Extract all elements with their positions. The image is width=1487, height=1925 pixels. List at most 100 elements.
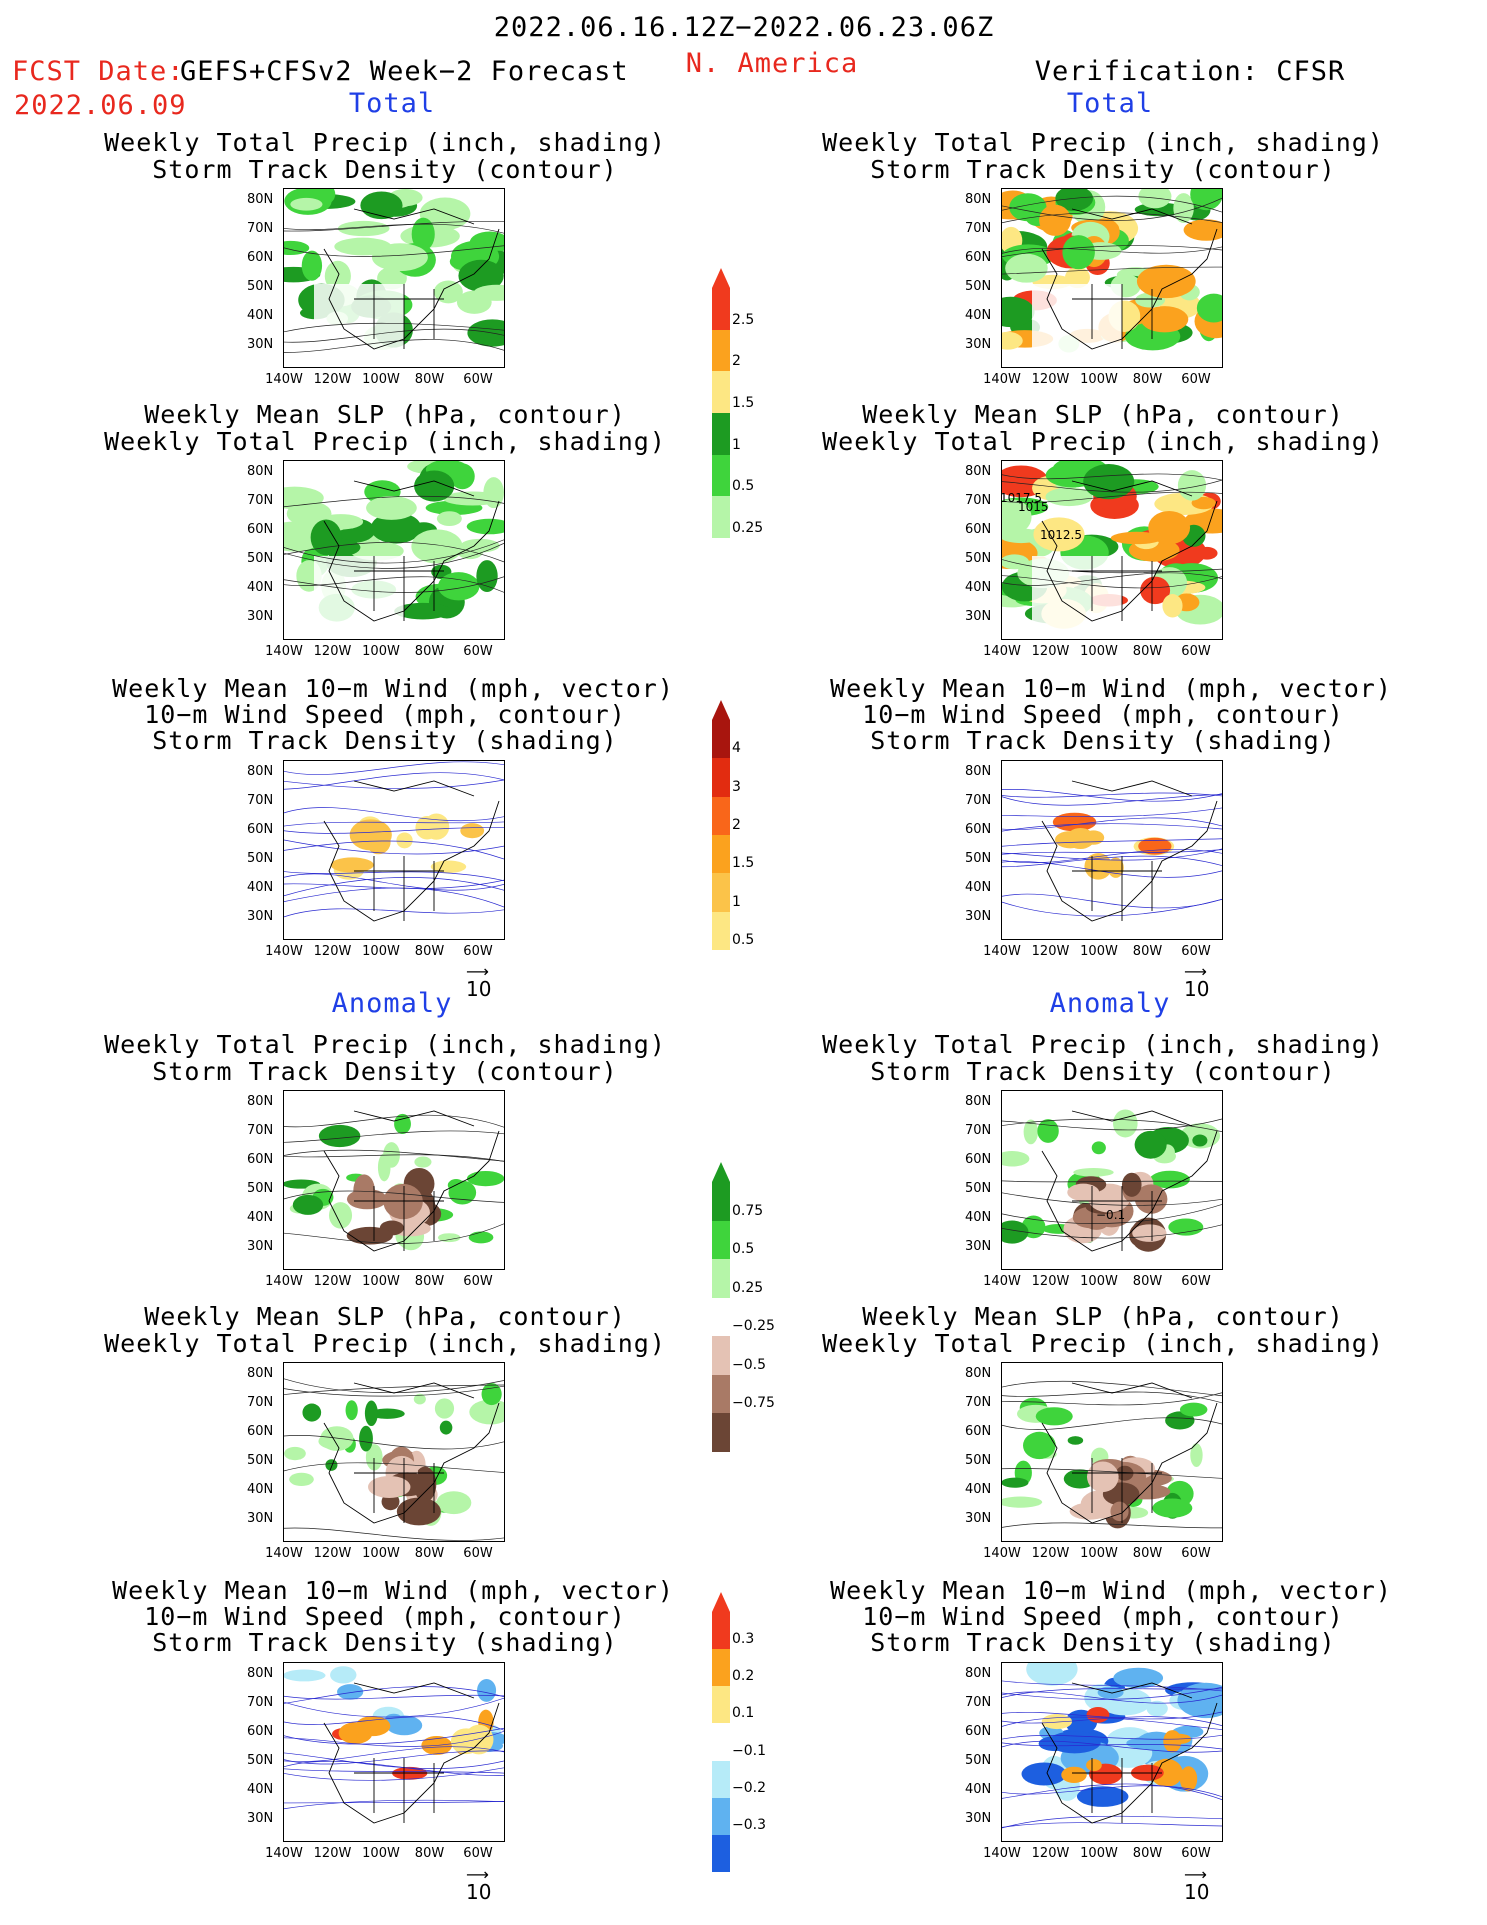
track-anom-pos bbox=[1061, 1766, 1087, 1784]
lat-tick: 70N bbox=[247, 493, 274, 508]
precip-shade bbox=[1002, 554, 1029, 570]
contour-line bbox=[284, 821, 504, 827]
contour-line bbox=[1002, 1688, 1222, 1698]
contour-line bbox=[284, 1385, 504, 1397]
lon-tick: 60W bbox=[463, 1546, 493, 1561]
precip-anom-pos bbox=[1002, 1220, 1029, 1244]
contour-line bbox=[1002, 794, 1222, 806]
colorbar-segment bbox=[712, 758, 730, 797]
verification-label: Verification: CFSR bbox=[1034, 56, 1346, 87]
contour-line bbox=[1002, 1711, 1222, 1720]
lon-tick: 140W bbox=[983, 944, 1021, 959]
lon-tick: 100W bbox=[362, 1546, 400, 1561]
contour-line bbox=[284, 339, 504, 353]
title-r3l-1: Weekly Mean 10−m Wind (mph, vector) bbox=[112, 674, 674, 703]
lat-tick: 80N bbox=[247, 764, 274, 779]
contour-line bbox=[1002, 1392, 1222, 1406]
precip-anom-pos bbox=[1152, 1498, 1193, 1518]
contour-line bbox=[284, 772, 504, 790]
track-shade bbox=[1052, 812, 1097, 832]
contour-line bbox=[1002, 1380, 1222, 1397]
section-total-right: Total bbox=[1066, 88, 1154, 119]
contour-line bbox=[1002, 1192, 1222, 1206]
contour-line bbox=[1002, 1691, 1222, 1704]
precip-shade bbox=[1002, 296, 1035, 328]
colorbar-anom_track bbox=[712, 1592, 730, 1872]
contour-line bbox=[1002, 266, 1222, 275]
precip-shade bbox=[1083, 463, 1135, 500]
precip-anom-neg bbox=[1121, 1172, 1142, 1197]
coastline bbox=[323, 780, 500, 922]
colorbar-label: −0.3 bbox=[732, 1816, 766, 1833]
contour-line bbox=[1002, 1716, 1222, 1726]
colorbar-segment bbox=[712, 371, 730, 413]
contour-line bbox=[284, 1190, 504, 1203]
precip-anom-pos bbox=[481, 1383, 502, 1406]
contour-line bbox=[284, 541, 504, 563]
colorbar-segment bbox=[712, 1760, 730, 1798]
precip-shade bbox=[1173, 193, 1194, 224]
contour-line bbox=[284, 1384, 504, 1395]
lat-tick: 40N bbox=[965, 1482, 992, 1497]
precip-anom-neg bbox=[367, 1475, 411, 1499]
colorbar-segment bbox=[712, 1413, 730, 1452]
lat-tick: 40N bbox=[247, 880, 274, 895]
precip-anom-pos bbox=[1073, 1168, 1114, 1177]
precip-shade bbox=[1002, 331, 1023, 350]
title-r4r-2: Storm Track Density (contour) bbox=[870, 1057, 1336, 1086]
lon-tick: 80W bbox=[1132, 944, 1163, 959]
colorbar-top-arrow bbox=[712, 1162, 730, 1182]
lon-tick: 80W bbox=[414, 1846, 445, 1861]
contour-line bbox=[1002, 823, 1222, 832]
contour-line bbox=[284, 877, 504, 897]
contour-line bbox=[1002, 559, 1222, 574]
lon-tick: 60W bbox=[1181, 1546, 1211, 1561]
contour-line bbox=[1002, 575, 1222, 589]
lat-tick: 50N bbox=[965, 279, 992, 294]
precip-anom-pos bbox=[369, 1408, 405, 1419]
contour-line bbox=[284, 779, 504, 789]
lon-tick: 60W bbox=[463, 1846, 493, 1861]
map-r2l bbox=[283, 460, 505, 640]
lon-tick: 80W bbox=[1132, 1846, 1163, 1861]
precip-anom-pos bbox=[325, 1459, 338, 1471]
precip-shade bbox=[360, 191, 403, 220]
lat-tick: 80N bbox=[247, 1366, 274, 1381]
colorbar-label: 0.25 bbox=[732, 1279, 764, 1296]
colorbar-label: 0.2 bbox=[732, 1668, 755, 1685]
contour-line bbox=[284, 1154, 504, 1162]
contour-line bbox=[284, 839, 504, 855]
map-canvas bbox=[1002, 1380, 1222, 1529]
contour-line bbox=[1002, 860, 1222, 878]
contour-line bbox=[284, 873, 504, 891]
vector-ref-r6r: ⟶ 10 bbox=[1184, 1865, 1210, 1905]
lat-tick: 50N bbox=[965, 1453, 992, 1468]
precip-anom-pos bbox=[1002, 1477, 1029, 1488]
contour-line bbox=[284, 495, 504, 508]
precip-anom-pos bbox=[413, 1393, 426, 1405]
lon-tick: 100W bbox=[362, 644, 400, 659]
coastline bbox=[1041, 1110, 1218, 1252]
precip-anom-neg bbox=[396, 1497, 441, 1526]
precip-shade bbox=[1055, 189, 1094, 211]
lat-tick: 60N bbox=[965, 1424, 992, 1439]
precip-anom-pos bbox=[1190, 1443, 1203, 1468]
colorbar-label: 0.5 bbox=[732, 1241, 755, 1258]
lon-tick: 60W bbox=[463, 644, 493, 659]
colorbar-segment bbox=[712, 835, 730, 874]
precip-shade bbox=[1033, 517, 1085, 552]
precip-anom-pos bbox=[437, 1233, 461, 1243]
contour-line bbox=[1002, 1224, 1222, 1239]
contour-line bbox=[284, 1435, 504, 1450]
period-title: 2022.06.16.12Z−2022.06.23.06Z bbox=[493, 12, 995, 43]
track-shade bbox=[1138, 837, 1172, 855]
contour-line bbox=[284, 1727, 504, 1745]
region-label: N. America bbox=[685, 48, 859, 79]
lat-tick: 70N bbox=[965, 493, 992, 508]
colorbar-label: 4 bbox=[732, 740, 741, 757]
contour-line bbox=[284, 220, 504, 232]
vector-ref-r3l: ⟶ 10 bbox=[466, 962, 492, 1002]
lon-tick: 100W bbox=[1080, 944, 1118, 959]
vector-ref-r3l-value: 10 bbox=[466, 977, 492, 1001]
precip-anom-neg bbox=[1134, 1184, 1168, 1214]
